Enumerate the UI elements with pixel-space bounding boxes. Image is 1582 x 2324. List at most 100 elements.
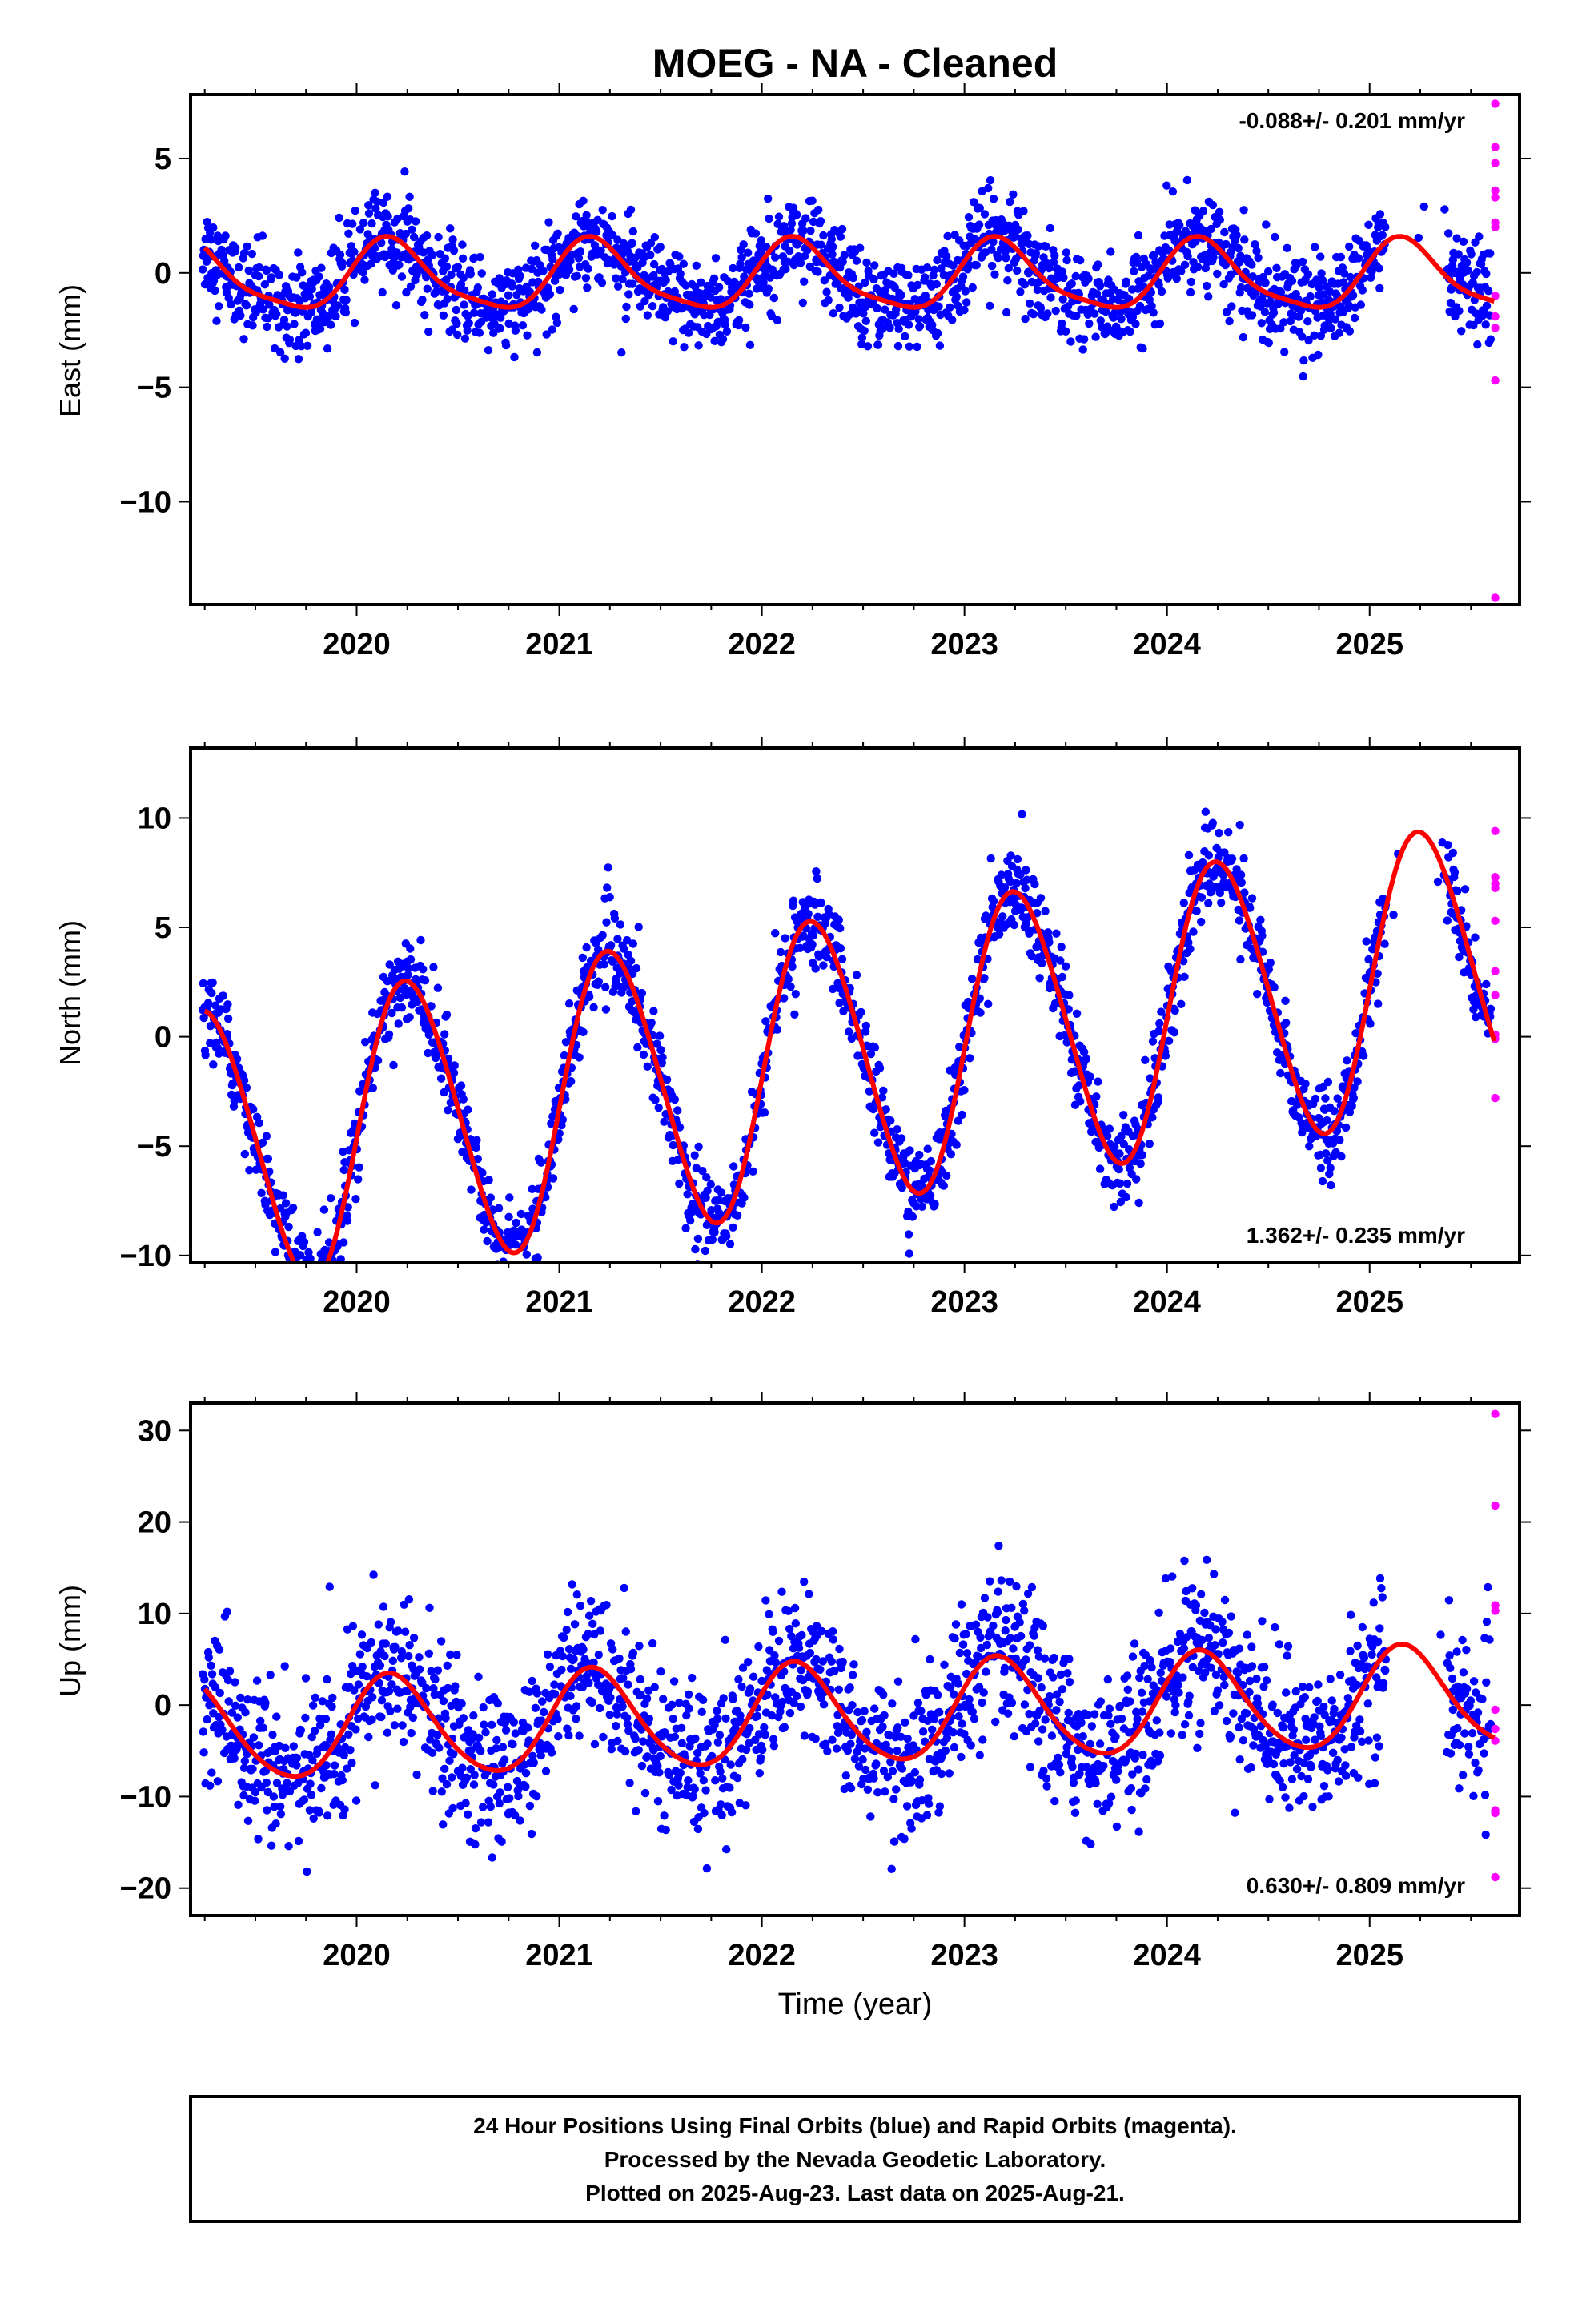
north-final-point	[354, 1175, 363, 1184]
up-final-point	[631, 1735, 640, 1743]
east-final-point	[1254, 253, 1263, 263]
east-final-point	[1348, 291, 1358, 300]
east-final-point	[556, 285, 564, 295]
east-final-point	[1183, 251, 1192, 261]
north-final-point	[1240, 888, 1249, 897]
up-final-point	[650, 1683, 659, 1691]
up-final-point	[471, 1824, 480, 1833]
north-final-point	[1282, 1019, 1291, 1027]
up-final-point	[741, 1745, 751, 1755]
north-final-point	[1362, 937, 1371, 946]
east-final-point	[1001, 247, 1010, 256]
east-final-point	[1486, 335, 1496, 344]
up-final-point	[369, 1570, 378, 1579]
up-final-point	[462, 1773, 472, 1782]
north-final-point	[939, 1181, 949, 1190]
east-final-point	[1482, 301, 1492, 310]
east-final-point	[408, 225, 416, 234]
east-final-point	[335, 213, 343, 223]
east-final-point	[857, 333, 867, 342]
east-final-point	[1381, 223, 1390, 231]
east-final-point	[734, 316, 744, 324]
up-final-point	[415, 1653, 424, 1662]
up-final-point	[550, 1680, 559, 1689]
up-final-point	[481, 1727, 490, 1737]
east-final-point	[1378, 231, 1387, 239]
up-final-point	[289, 1742, 298, 1751]
north-final-point	[610, 914, 620, 923]
north-final-point	[1115, 1149, 1124, 1158]
up-final-point	[674, 1781, 683, 1790]
up-final-point	[553, 1715, 562, 1723]
east-final-point	[901, 332, 909, 341]
north-final-point	[215, 1049, 223, 1058]
north-final-point	[429, 963, 438, 971]
north-final-point	[1349, 1093, 1359, 1103]
up-final-point	[635, 1642, 644, 1651]
east-final-point	[292, 273, 301, 282]
north-final-point	[1086, 1072, 1094, 1081]
north-final-point	[780, 994, 789, 1003]
east-final-point	[263, 314, 273, 323]
up-final-point	[241, 1708, 250, 1717]
north-final-point	[533, 1253, 542, 1262]
north-final-point	[249, 1104, 258, 1114]
up-final-point	[309, 1814, 318, 1823]
up-final-point	[351, 1796, 361, 1805]
east-final-point	[1298, 332, 1307, 341]
east-final-point	[422, 231, 432, 240]
east-final-point	[448, 235, 457, 244]
east-final-point	[212, 316, 221, 325]
north-final-point	[1062, 1038, 1071, 1047]
east-final-point	[576, 247, 585, 256]
up-final-point	[321, 1715, 331, 1723]
up-final-point	[545, 1663, 555, 1671]
east-final-point	[259, 305, 267, 314]
north-final-point	[861, 1027, 870, 1036]
up-final-point	[435, 1743, 444, 1752]
north-final-point	[405, 1013, 414, 1022]
east-final-point	[885, 324, 894, 332]
up-final-point	[656, 1751, 665, 1761]
east-final-point	[280, 354, 289, 363]
east-final-point	[348, 219, 357, 228]
east-final-point	[935, 341, 945, 350]
north-final-point	[1264, 965, 1274, 974]
east-model-fit-line	[203, 234, 1496, 310]
east-final-point	[648, 302, 657, 311]
up-final-point	[207, 1661, 215, 1670]
north-final-point	[456, 1081, 466, 1090]
east-final-point	[824, 296, 833, 304]
north-final-point	[633, 1043, 642, 1052]
east-x-tick-label: 2024	[1133, 628, 1201, 661]
north-final-point	[305, 1290, 313, 1298]
north-final-point	[813, 874, 821, 883]
north-final-point	[1366, 1019, 1375, 1028]
up-final-point	[697, 1707, 706, 1716]
east-final-point	[1209, 253, 1218, 262]
up-final-point	[584, 1679, 593, 1687]
up-final-point	[599, 1732, 608, 1742]
north-final-point	[1333, 1094, 1342, 1103]
north-final-point	[799, 931, 808, 940]
north-final-point	[1041, 907, 1050, 915]
east-final-point	[1367, 273, 1375, 282]
up-final-point	[285, 1787, 295, 1796]
up-final-point	[267, 1841, 276, 1850]
north-final-point	[444, 1106, 452, 1115]
up-final-point	[628, 1648, 637, 1658]
up-final-point	[691, 1734, 700, 1743]
east-final-point	[948, 316, 957, 324]
north-final-point	[1236, 955, 1245, 964]
east-final-point	[930, 265, 939, 274]
north-final-point	[311, 1272, 319, 1280]
east-final-point	[294, 248, 303, 257]
east-final-point	[401, 229, 410, 239]
north-final-point	[1110, 1142, 1119, 1151]
east-final-point	[221, 231, 230, 240]
up-final-point	[306, 1779, 315, 1788]
east-final-point	[1227, 302, 1236, 311]
east-final-point	[423, 284, 432, 293]
east-final-point	[905, 342, 914, 351]
north-final-point	[530, 1269, 538, 1277]
